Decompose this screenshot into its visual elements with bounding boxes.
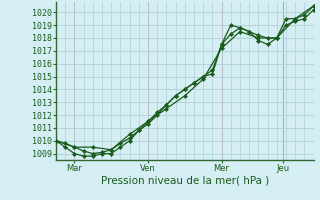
X-axis label: Pression niveau de la mer( hPa ): Pression niveau de la mer( hPa ) [101, 176, 269, 186]
